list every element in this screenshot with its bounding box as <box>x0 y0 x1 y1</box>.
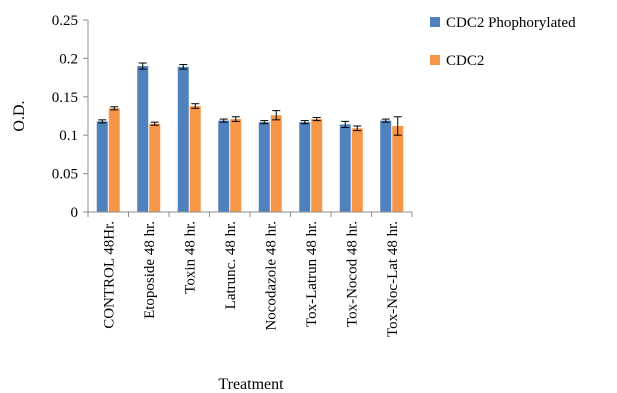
bar-cdc2-2 <box>189 106 201 212</box>
y-tick-label: 0 <box>71 205 79 221</box>
x-tick-label: Latrunc. 48 hr. <box>223 221 239 309</box>
bar-cdc2-0 <box>108 108 120 212</box>
x-tick-labels: CONTROL 48Hr. Etoposide 48 hr. Toxin 48 hr… <box>101 221 401 337</box>
legend-label: CDC2 Phophorylated <box>446 15 576 31</box>
x-tick-label: Etoposide 48 hr. <box>142 221 158 319</box>
x-tick-label: CONTROL 48Hr. <box>101 221 117 329</box>
y-tick-labels: 0 0.05 0.1 0.15 0.2 0.25 <box>52 13 78 221</box>
y-tick-label: 0.25 <box>52 13 78 29</box>
x-tick-label: Toxin 48 hr. <box>182 221 198 294</box>
x-tick-label: Tox-Noc-Lat 48 hr. <box>385 221 401 337</box>
y-tick-label: 0.15 <box>52 90 78 106</box>
y-tick-label: 0.1 <box>59 128 78 144</box>
bar-cdc2-5 <box>311 119 323 212</box>
x-tick-label: Tox-Nocod 48 hr. <box>344 221 360 327</box>
bars-layer <box>96 62 404 213</box>
legend-swatch <box>430 55 440 65</box>
bar-cdc2-phosphorylated-1 <box>137 66 149 212</box>
bar-cdc2-phosphorylated-0 <box>96 121 108 212</box>
y-axis-title: O.D. <box>11 100 28 131</box>
bar-cdc2-1 <box>149 123 161 212</box>
axes-layer <box>83 19 413 217</box>
bar-cdc2-3 <box>230 119 242 212</box>
bar-cdc2-phosphorylated-5 <box>299 122 311 212</box>
bar-cdc2-phosphorylated-3 <box>218 120 230 212</box>
x-axis-title: Treatment <box>218 376 284 393</box>
bar-cdc2-phosphorylated-6 <box>339 124 351 212</box>
bar-cdc2-6 <box>351 128 363 212</box>
bar-cdc2-phosphorylated-7 <box>380 120 392 212</box>
y-tick-label: 0.05 <box>52 167 78 183</box>
bar-cdc2-4 <box>270 115 282 212</box>
legend-label: CDC2 <box>446 53 484 69</box>
legend: CDC2 Phophorylated CDC2 <box>430 15 576 69</box>
bar-cdc2-7 <box>392 125 404 212</box>
x-tick-label: Nocodazole 48 hr. <box>263 221 279 331</box>
legend-swatch <box>430 17 440 27</box>
bar-cdc2-phosphorylated-2 <box>177 66 189 213</box>
x-tick-label: Tox-Latrun 48 hr. <box>304 221 320 327</box>
y-tick-label: 0.2 <box>59 51 78 67</box>
bar-cdc2-phosphorylated-4 <box>258 122 270 212</box>
